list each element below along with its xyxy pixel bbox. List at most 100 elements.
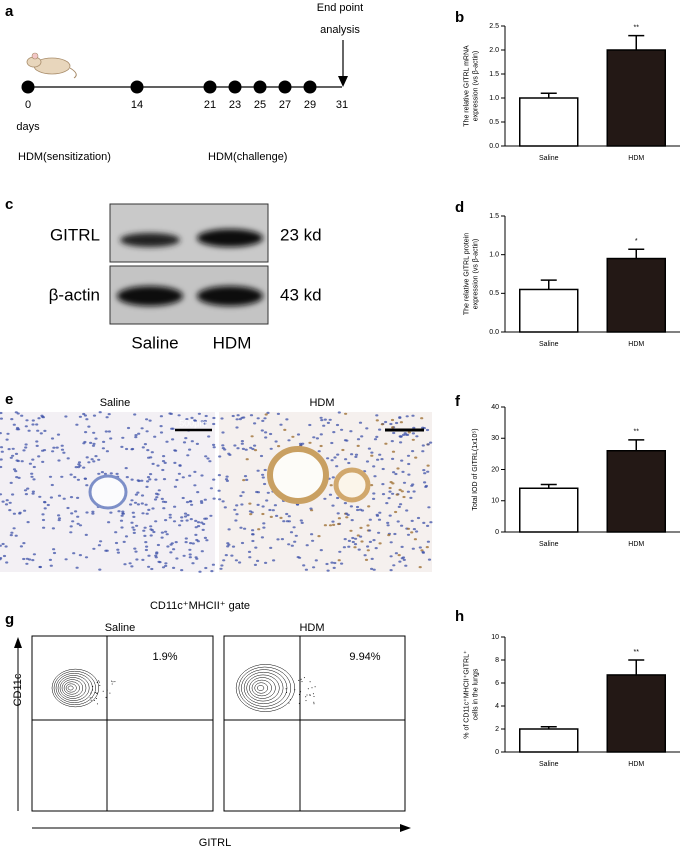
cell <box>164 564 168 568</box>
timepoint <box>278 80 292 94</box>
cell <box>343 538 347 541</box>
cell <box>225 475 229 478</box>
cell <box>57 459 61 462</box>
cell <box>347 461 351 465</box>
cell <box>14 470 18 473</box>
cell <box>137 432 141 435</box>
cell <box>330 459 334 462</box>
cell <box>250 435 254 438</box>
cell <box>275 514 279 518</box>
cell <box>132 515 136 519</box>
cell <box>351 536 355 540</box>
cell <box>56 433 61 436</box>
cell <box>221 431 225 434</box>
event <box>309 694 311 696</box>
cell <box>218 455 222 458</box>
cell <box>51 527 56 530</box>
cell <box>202 522 206 526</box>
cell <box>135 558 139 561</box>
cell <box>32 465 36 469</box>
cell <box>82 412 86 416</box>
cell <box>92 431 96 434</box>
cell <box>85 456 89 459</box>
event <box>311 687 313 689</box>
event <box>301 681 303 683</box>
cell <box>201 528 205 532</box>
cell <box>373 475 377 478</box>
cell <box>225 479 229 482</box>
cell <box>356 438 361 441</box>
event <box>313 696 315 697</box>
cell <box>188 500 192 503</box>
cell <box>114 541 119 545</box>
cell <box>50 483 54 487</box>
cell <box>183 512 188 515</box>
cell <box>188 548 192 551</box>
cell <box>344 512 349 515</box>
cell <box>400 545 404 549</box>
cell <box>24 446 28 449</box>
cell <box>85 418 89 421</box>
cell <box>123 563 127 566</box>
cell <box>276 412 280 415</box>
y-tick-label: 1.0 <box>489 95 499 102</box>
cell <box>253 563 257 567</box>
cell <box>144 503 148 506</box>
day-label: 14 <box>131 99 143 111</box>
cell <box>337 411 341 414</box>
cell <box>235 513 239 516</box>
cell <box>320 419 324 422</box>
cell <box>134 493 138 496</box>
cell <box>367 505 371 508</box>
cell <box>407 431 411 434</box>
contour <box>235 664 295 712</box>
cell <box>184 437 188 440</box>
cell <box>173 485 177 488</box>
cell <box>332 523 336 527</box>
contour <box>63 681 80 695</box>
cell <box>400 524 404 527</box>
bar <box>519 288 579 333</box>
cell <box>14 452 19 455</box>
cell <box>266 411 270 414</box>
cell <box>31 458 35 461</box>
cell <box>220 417 224 420</box>
cell <box>183 515 188 518</box>
cell <box>12 468 17 471</box>
cell <box>103 472 107 475</box>
cell <box>150 567 154 571</box>
cell <box>60 444 64 447</box>
day-label: 27 <box>279 99 291 111</box>
bar <box>606 49 666 147</box>
cell <box>25 562 29 565</box>
cell <box>20 414 24 417</box>
cell <box>188 448 192 451</box>
cell <box>240 416 244 419</box>
cell <box>114 531 118 534</box>
cell <box>423 481 427 484</box>
cell <box>48 558 53 562</box>
cell <box>97 458 101 461</box>
cell <box>261 419 265 422</box>
cell <box>298 556 302 559</box>
contour <box>67 685 74 691</box>
cell <box>1 500 5 503</box>
cell <box>141 512 145 515</box>
cell <box>331 476 335 479</box>
cell <box>323 418 327 421</box>
cell <box>233 444 237 447</box>
cell <box>305 544 309 547</box>
cell <box>91 444 96 447</box>
cell <box>153 498 158 501</box>
x-tick-label: HDM <box>628 761 644 768</box>
cell <box>200 474 204 477</box>
cell <box>411 547 415 550</box>
cell <box>330 561 334 564</box>
cell <box>164 530 168 533</box>
day-label: 23 <box>229 99 241 111</box>
blot-lane: HDM <box>213 333 252 352</box>
cell <box>82 466 86 469</box>
cell <box>333 456 337 459</box>
event <box>106 689 108 691</box>
